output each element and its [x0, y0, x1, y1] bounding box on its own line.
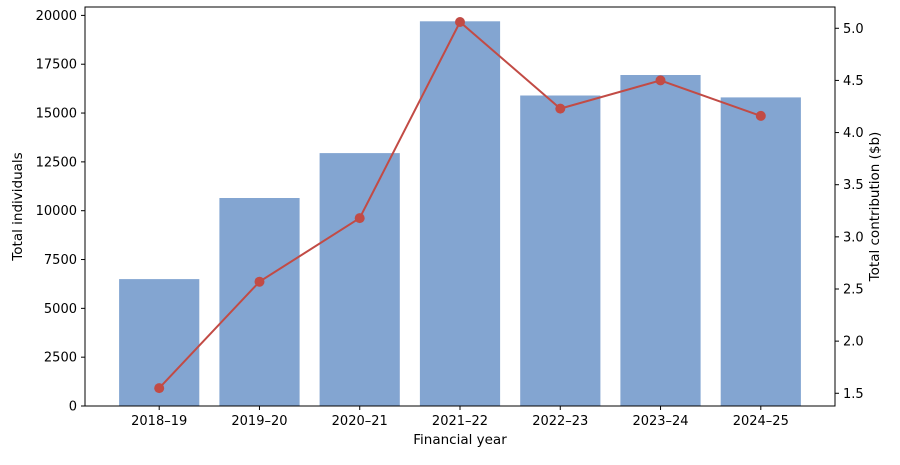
left-tick-label: 7500: [44, 253, 77, 268]
x-tick-label: 2024–25: [733, 414, 789, 429]
x-tick-label: 2023–24: [632, 414, 688, 429]
left-axis-title: Total individuals: [10, 152, 26, 261]
data-point-2022–23: [555, 103, 566, 114]
left-tick-label: 5000: [44, 302, 77, 317]
bar-2019–20: [219, 198, 300, 406]
data-point-2024–25: [755, 110, 766, 121]
x-tick-label: 2020–21: [332, 414, 388, 429]
right-tick-label: 2.5: [843, 282, 864, 297]
data-point-2018–19: [154, 383, 165, 394]
data-point-2021–22: [455, 17, 465, 27]
right-tick-label: 4.5: [843, 74, 864, 89]
right-tick-label: 3.0: [843, 230, 864, 245]
bar-2023–24: [620, 75, 701, 406]
left-tick-label: 20000: [36, 9, 77, 24]
data-point-2023–24: [655, 75, 666, 86]
bar-2020–21: [319, 153, 400, 406]
data-point-2020–21: [354, 213, 365, 224]
right-tick-label: 1.5: [843, 387, 864, 402]
right-tick-label: 2.0: [843, 335, 864, 350]
right-tick-label: 5.0: [843, 22, 864, 37]
x-axis-title: Financial year: [413, 432, 507, 448]
left-tick-label: 10000: [36, 204, 77, 219]
left-tick-label: 15000: [36, 107, 77, 122]
left-tick-label: 2500: [44, 351, 77, 366]
bar-2024–25: [720, 97, 801, 407]
right-tick-label: 4.0: [843, 126, 864, 141]
right-axis-title: Total contribution ($b): [867, 132, 883, 283]
x-tick-label: 2021–22: [432, 414, 488, 429]
x-tick-label: 2022–23: [532, 414, 588, 429]
left-tick-label: 0: [69, 400, 77, 415]
bar-2021–22: [419, 21, 501, 407]
x-tick-label: 2018–19: [131, 414, 187, 429]
data-point-2019–20: [254, 276, 265, 287]
left-tick-label: 12500: [36, 155, 77, 170]
left-tick-label: 17500: [36, 58, 77, 73]
bar-2022–23: [520, 95, 601, 406]
x-tick-label: 2019–20: [231, 414, 287, 429]
right-tick-label: 3.5: [843, 178, 864, 193]
